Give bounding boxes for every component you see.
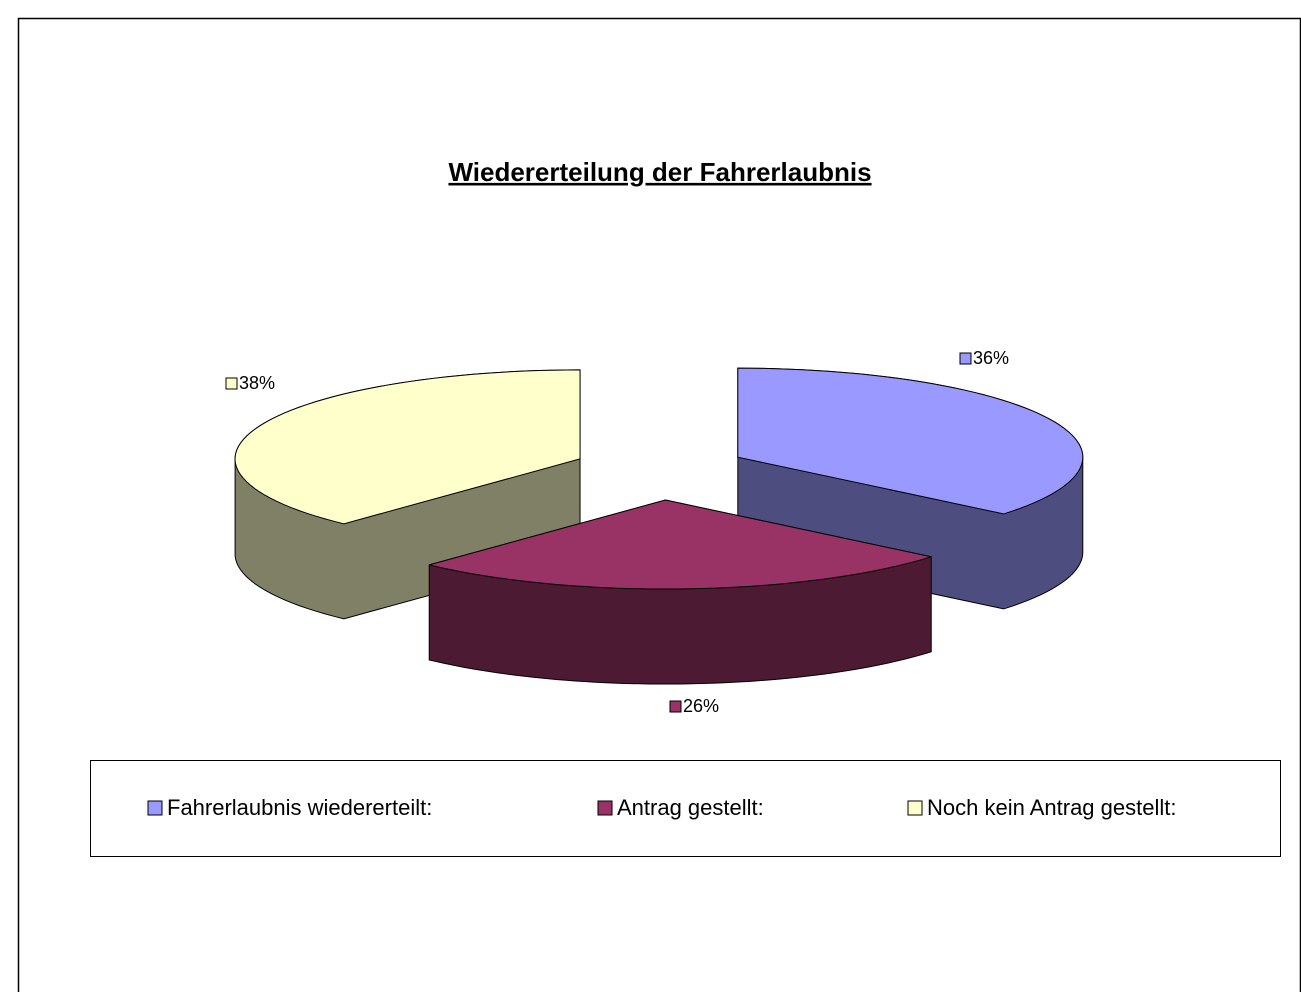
legend-label: Fahrerlaubnis wiedererteilt: bbox=[167, 795, 432, 820]
legend-box bbox=[90, 760, 1281, 857]
pie-slice-top bbox=[234, 369, 581, 525]
data-label-key bbox=[225, 377, 238, 390]
legend-label: Antrag gestellt: bbox=[617, 795, 764, 820]
data-label-key bbox=[959, 352, 972, 365]
legend-swatch bbox=[907, 800, 923, 816]
data-label: 36% bbox=[973, 348, 1009, 368]
pie-slice-top bbox=[429, 499, 932, 590]
legend-label: Noch kein Antrag gestellt: bbox=[927, 795, 1176, 820]
legend-swatch bbox=[147, 800, 163, 816]
data-label-key bbox=[669, 700, 682, 713]
data-label: 26% bbox=[683, 696, 719, 716]
data-label: 38% bbox=[239, 373, 275, 393]
legend-swatch bbox=[597, 800, 613, 816]
pie-slice-top bbox=[737, 367, 1084, 515]
chart-title: Wiedererteilung der Fahrerlaubnis bbox=[448, 157, 871, 187]
